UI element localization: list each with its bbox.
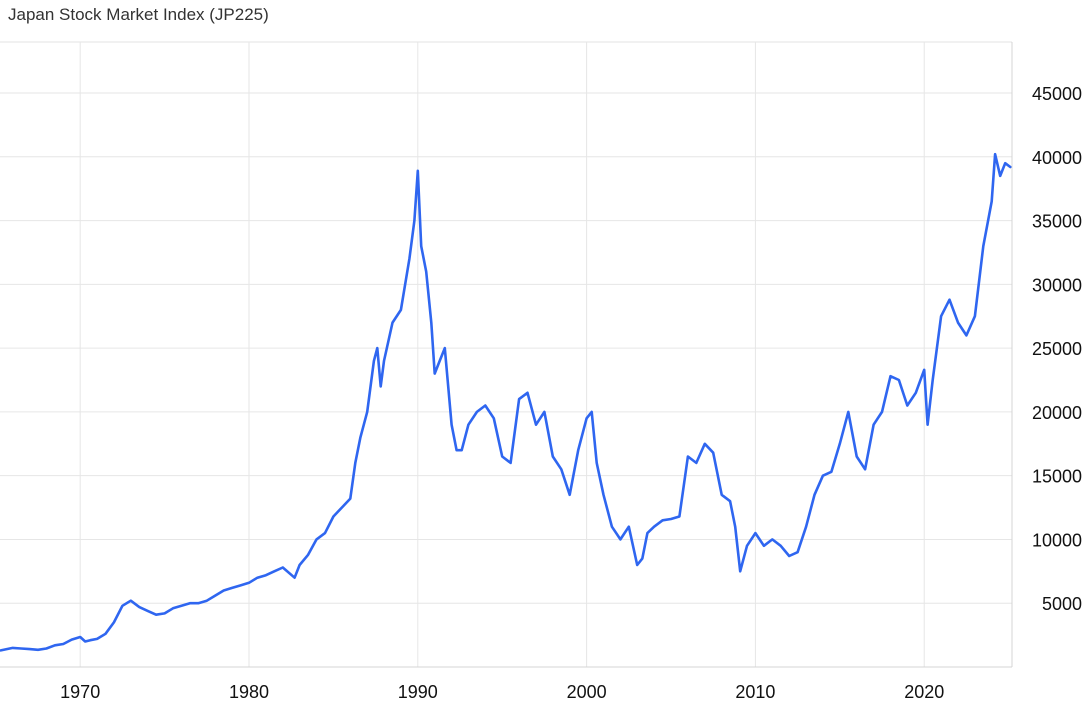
chart-title: Japan Stock Market Index (JP225): [8, 5, 269, 24]
y-tick-label: 10000: [1032, 530, 1082, 550]
y-tick-label: 5000: [1042, 594, 1082, 614]
x-tick-label: 1990: [398, 682, 438, 702]
y-tick-label: 45000: [1032, 84, 1082, 104]
grid-lines: [0, 41, 1012, 667]
axis-lines: [0, 42, 1013, 668]
series-group: [0, 152, 1012, 652]
x-tick-label: 2010: [735, 682, 775, 702]
x-axis-ticks: 1970 1980 1990 2000 2010 2020: [60, 682, 944, 702]
x-tick-label: 1970: [60, 682, 100, 702]
y-tick-label: 40000: [1032, 148, 1082, 168]
y-tick-label: 20000: [1032, 403, 1082, 423]
y-axis-ticks: 5000 10000 15000 20000 25000 30000 35000 40000 4…: [1032, 84, 1082, 614]
y-tick-label: 30000: [1032, 275, 1082, 295]
y-tick-label: 25000: [1032, 339, 1082, 359]
y-tick-label: 35000: [1032, 212, 1082, 232]
series-line: [0, 152, 1012, 652]
y-tick-label: 15000: [1032, 467, 1082, 487]
x-tick-label: 2020: [904, 682, 944, 702]
x-tick-label: 1980: [229, 682, 269, 702]
x-tick-label: 2000: [567, 682, 607, 702]
